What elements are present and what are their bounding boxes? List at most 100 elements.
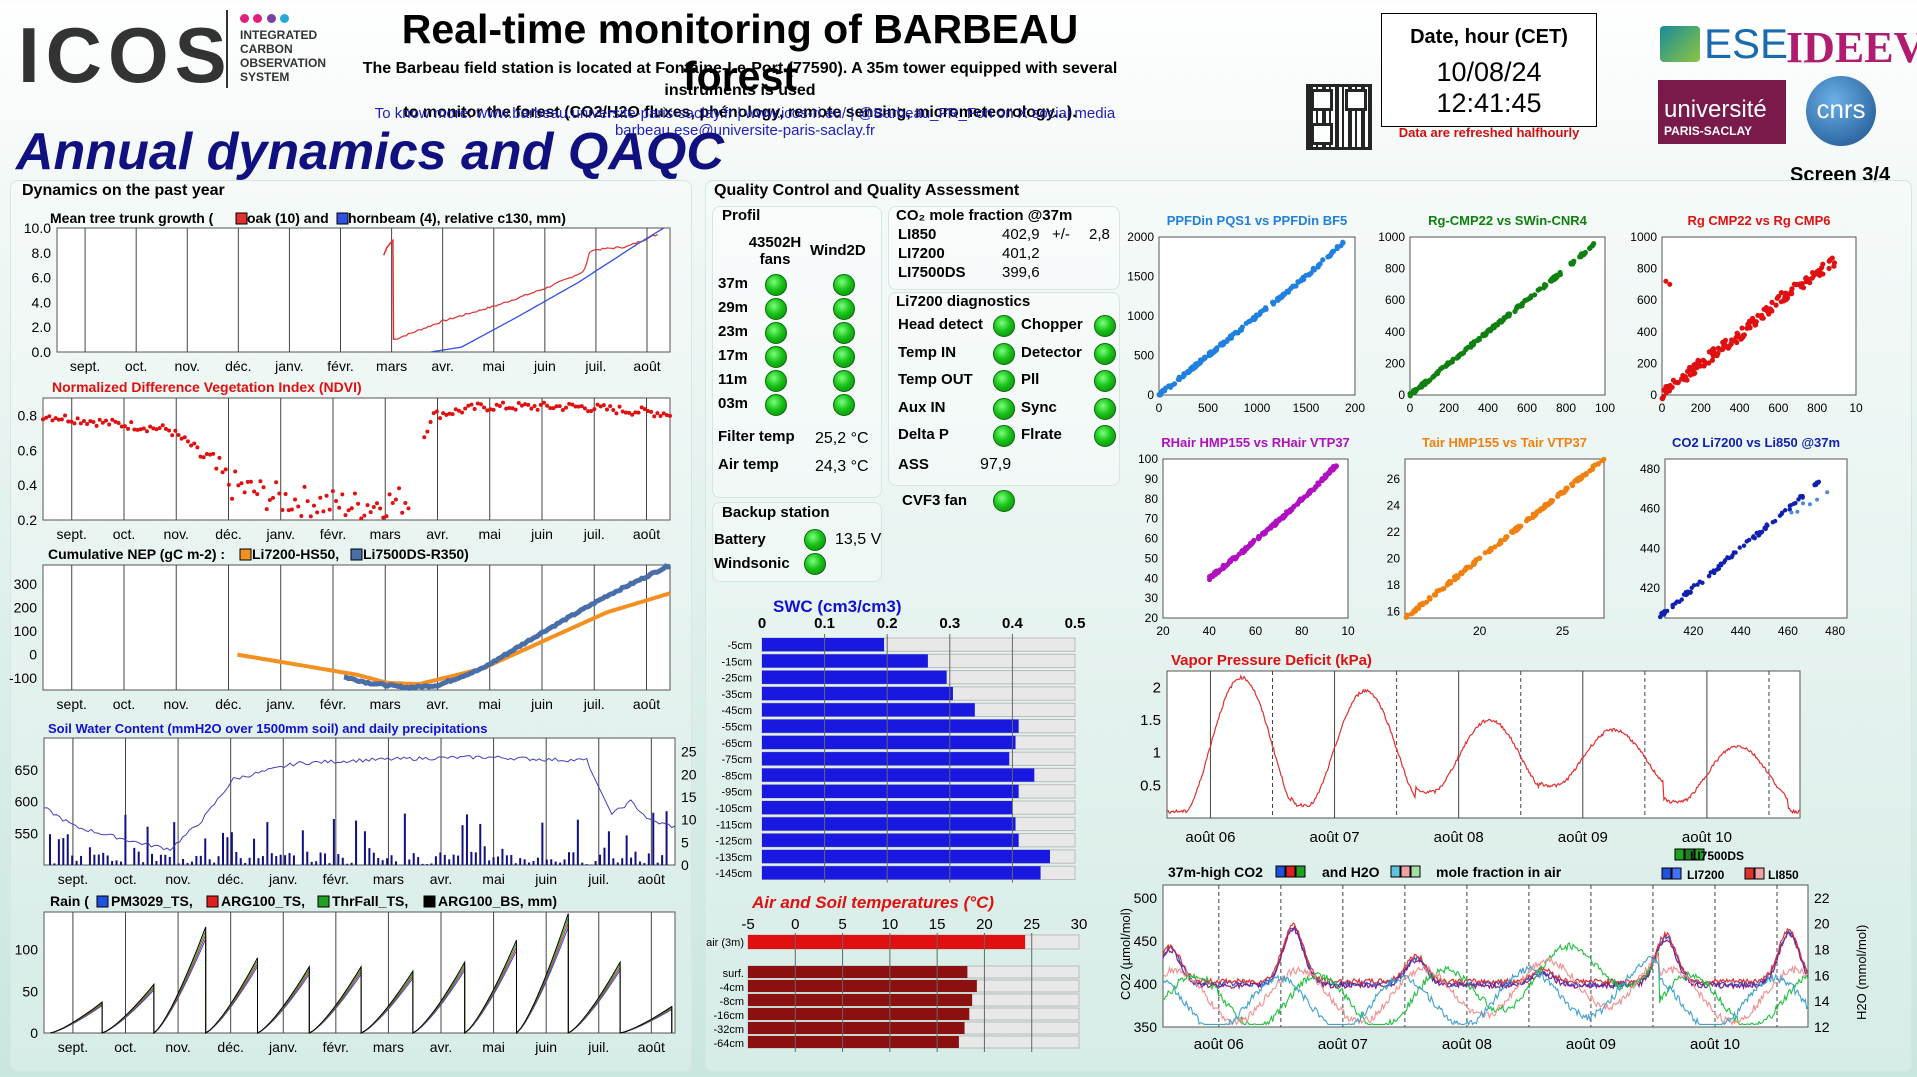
temp-tick-label: 10	[882, 916, 899, 933]
swc-bar	[762, 849, 1050, 864]
profil-level-label: 23m	[718, 323, 749, 340]
ndvi-point	[53, 416, 58, 421]
scatter-point	[1167, 384, 1173, 390]
soil-temp-bar	[748, 980, 977, 992]
ndvi-point	[201, 455, 206, 460]
scatter-point	[1295, 279, 1301, 285]
month-label: avr.	[431, 358, 454, 374]
ndvi-point	[620, 409, 625, 414]
scatter-point	[1497, 540, 1503, 546]
ndvi-point	[151, 426, 156, 431]
month-label: avr.	[426, 526, 449, 542]
month-label: oct.	[125, 358, 148, 374]
scatter-point	[1325, 254, 1331, 260]
swc-bar	[762, 638, 885, 652]
ndvi-point	[91, 420, 96, 425]
ndvi-point	[44, 415, 49, 420]
scatter-point	[1471, 559, 1477, 565]
h2o-y-tick: 22	[1814, 890, 1830, 906]
scatter-point	[1306, 272, 1312, 278]
legend-swatch	[1754, 867, 1765, 880]
co2h2o-title-a: 37m-high CO2	[1168, 864, 1263, 880]
scatter-point	[1813, 482, 1819, 488]
month-label: août	[638, 871, 665, 887]
legend-li7500	[350, 548, 363, 561]
scatter-point	[1592, 462, 1598, 468]
month-label: mars	[370, 696, 401, 712]
ndvi-point	[589, 408, 594, 413]
ndvi-point	[214, 466, 219, 471]
month-label: oct.	[114, 1039, 137, 1055]
h2o-y-tick: 18	[1814, 942, 1830, 958]
ndvi-point	[437, 416, 442, 421]
swc-depth-label: -135cm	[715, 852, 752, 864]
wind2d-status-led	[833, 394, 855, 416]
month-label: mars	[373, 871, 404, 887]
ndvi-point	[554, 404, 559, 409]
month-label: mai	[478, 696, 501, 712]
diag-label: Head detect	[898, 316, 984, 333]
y2-tick-label: 0	[681, 857, 689, 873]
ndvi-point	[271, 495, 276, 500]
ndvi-point	[122, 424, 127, 429]
ndvi-point	[116, 420, 121, 425]
month-label: sept.	[58, 1039, 88, 1055]
month-label: janv.	[268, 871, 298, 887]
scatter-point	[1683, 590, 1689, 595]
ndvi-point	[551, 406, 556, 411]
link-websites[interactable]: To know more: www.barbeau.universite-par…	[374, 105, 1116, 122]
co2-analyser-value: 402,9	[1002, 226, 1040, 243]
legend-arg100ts	[206, 895, 219, 908]
ndvi-point	[233, 469, 238, 474]
profil-level-label: 11m	[718, 371, 748, 388]
diag-label: Delta P	[898, 426, 949, 443]
legend-swatch	[1674, 848, 1685, 861]
page-title: Real-time monitoring of BARBEAU forest	[401, 6, 1079, 99]
ndvi-point	[75, 416, 80, 421]
swc-bar	[762, 784, 1019, 798]
info-links[interactable]: To know more: www.barbeau.universite-par…	[360, 105, 1130, 139]
scatter-point	[1667, 382, 1673, 389]
scatter-x-tick: 400	[1730, 401, 1750, 415]
month-label: juin	[534, 871, 557, 887]
ndvi-point	[318, 495, 323, 500]
scatter-point	[1291, 283, 1297, 289]
ndvi-point	[482, 405, 487, 410]
vpd-y-tick: 0.5	[1140, 777, 1161, 794]
ndvi-point	[614, 411, 619, 416]
battery-label: Battery	[714, 531, 766, 548]
co2-analyser-value: 399,6	[1002, 264, 1040, 281]
month-label: août	[633, 696, 660, 712]
scatter-point	[1806, 276, 1812, 282]
scatter-x-tick: 800	[1807, 401, 1827, 415]
month-label: nov.	[165, 871, 190, 887]
legend-swatch	[1661, 867, 1672, 880]
section-title: Annual dynamics and QAQC	[16, 123, 724, 181]
scatter-point	[1807, 502, 1812, 507]
scatter-point	[1696, 363, 1703, 369]
ideev-logo: IDEEV	[1786, 23, 1917, 72]
scatter-point	[1739, 325, 1745, 331]
scatter-x-tick: 1500	[1293, 401, 1320, 415]
link-email[interactable]: barbeau.ese@universite-paris-saclay.fr	[614, 122, 876, 139]
scatter-y-tick: 50	[1145, 551, 1159, 565]
ndvi-point	[538, 402, 543, 407]
scatter-point	[1662, 611, 1667, 616]
ndvi-point	[192, 441, 197, 446]
scatter-point	[1186, 369, 1193, 375]
co2-y-tick: 400	[1134, 976, 1158, 992]
legend-pm3029	[96, 895, 109, 908]
scatter-point	[1281, 512, 1287, 519]
y-tick-label: 4.0	[32, 294, 52, 310]
scatter-point	[1192, 364, 1198, 371]
backup-title: Backup station	[722, 504, 830, 521]
scatter-point	[1434, 588, 1440, 594]
diag-label: Aux IN	[898, 398, 946, 416]
scatter-point	[1431, 592, 1438, 598]
month-label: juin	[534, 1039, 557, 1055]
ndvi-point	[636, 410, 641, 415]
month-label: nov.	[165, 1039, 190, 1055]
air-temp-bar	[748, 935, 1026, 949]
ndvi-point	[403, 501, 408, 506]
ndvi-point	[50, 418, 55, 423]
